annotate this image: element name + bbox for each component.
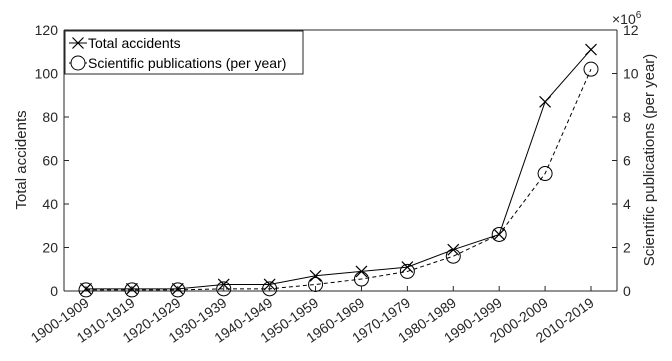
accidents-point — [309, 269, 322, 282]
publications-point — [262, 281, 278, 297]
right-tick-label: 2 — [623, 240, 631, 256]
publications-point — [491, 226, 507, 242]
accidents-point — [401, 261, 414, 273]
right-tick-label: 12 — [623, 22, 639, 38]
left-tick-label: 120 — [35, 22, 59, 38]
legend-label-accidents: Total accidents — [88, 35, 181, 51]
accidents-point — [355, 265, 368, 278]
legend-label-publications: Scientific publications (per year) — [88, 55, 286, 71]
publications-point — [353, 271, 369, 287]
right-tick-label: 4 — [623, 196, 631, 212]
accidents-point — [539, 95, 552, 108]
left-tick-label: 40 — [42, 196, 58, 212]
right-axis-multiplier-exponent: 6 — [636, 10, 642, 21]
left-tick-label: 20 — [42, 240, 58, 256]
left-tick-label: 80 — [42, 109, 58, 125]
left-axis-title: Total accidents — [13, 110, 30, 209]
right-axis-multiplier-base: ×10 — [612, 11, 636, 27]
publications-point — [170, 282, 186, 298]
right-axis-ticks: 0 2 4 6 8 10 12 — [612, 22, 639, 299]
right-tick-label: 0 — [623, 283, 631, 299]
publications-point — [445, 248, 461, 264]
legend-x-marker-icon — [72, 37, 84, 49]
legend: Total accidents Scientific publications … — [64, 30, 304, 75]
left-tick-label: 100 — [35, 66, 59, 82]
publications-point — [308, 276, 324, 292]
left-axis-ticks: 0 20 40 60 80 100 120 — [35, 22, 69, 299]
legend-entry-accidents: Total accidents — [69, 35, 181, 51]
series-line-publications — [86, 68, 592, 291]
accidents-point — [80, 282, 92, 295]
accidents-point — [217, 278, 230, 291]
left-tick-label: 60 — [42, 153, 58, 169]
legend-box — [64, 30, 304, 75]
publications-point — [399, 263, 415, 279]
publications-point — [78, 282, 94, 298]
left-tick-label: 0 — [50, 283, 58, 299]
right-tick-label: 10 — [623, 66, 639, 82]
publications-point — [216, 281, 232, 297]
right-axis-multiplier: ×106 — [612, 10, 642, 27]
right-axis-title: Scientific publications (per year) — [641, 54, 658, 267]
right-tick-label: 6 — [623, 153, 631, 169]
right-tick-label: 8 — [623, 109, 631, 125]
publications-point — [124, 282, 140, 298]
legend-circle-marker-icon — [70, 55, 86, 71]
accidents-point — [125, 282, 138, 295]
publications-point — [537, 166, 553, 182]
series-line-accidents — [86, 49, 592, 290]
legend-entry-publications: Scientific publications (per year) — [69, 55, 286, 71]
series-layer — [78, 43, 599, 298]
accidents-point — [263, 278, 276, 291]
publications-point — [583, 61, 599, 77]
accidents-point — [585, 43, 597, 56]
x-axis-ticks: 1900-19091910-19191920-19291930-19391940… — [28, 286, 597, 346]
accidents-point — [171, 282, 184, 295]
